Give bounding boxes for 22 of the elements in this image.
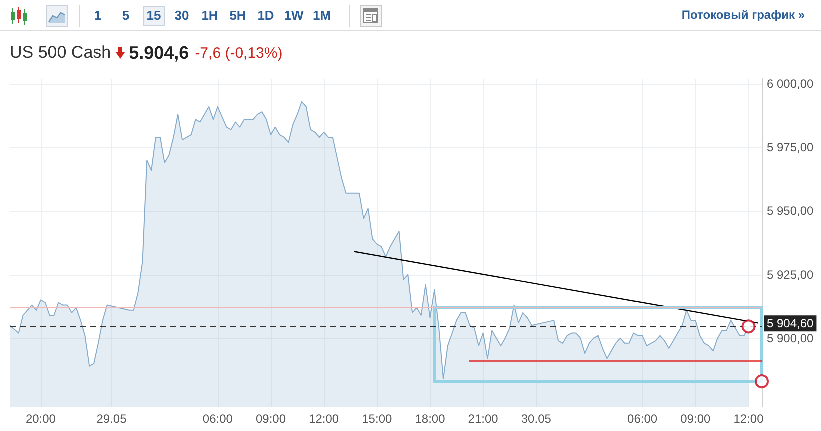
chart-subtitle: 5.904,6 <box>129 42 190 64</box>
y-tick-label: 5 975,00 <box>767 140 814 155</box>
x-tick-label: 20:00 <box>26 412 56 426</box>
x-tick-label: 29.05 <box>96 412 128 426</box>
x-tick-label: 06:00 <box>628 412 658 426</box>
ref-line-label: 5 904,60 <box>767 316 814 331</box>
x-tick-label: 09:00 <box>680 412 711 426</box>
y-tick-label: 6 000,00 <box>767 77 814 92</box>
x-tick-label: 21:00 <box>468 412 499 426</box>
x-tick-label: 12:00 <box>734 412 764 426</box>
y-tick-label: 5 900,00 <box>767 331 814 346</box>
text: Потоковый график » <box>682 8 805 22</box>
x-tick-label: 18:00 <box>415 412 446 426</box>
x-tick-label: 15:00 <box>362 412 392 426</box>
x-tick-label: 30.05 <box>521 412 552 426</box>
y-tick-label: 5 925,00 <box>767 268 814 282</box>
x-tick-label: 06:00 <box>202 412 234 426</box>
chart-title: US 500 Cash <box>10 43 112 63</box>
text: -7,6 (-0,13%) <box>195 44 283 62</box>
x-tick-label: 12:00 <box>309 412 340 426</box>
y-tick-label: 5 950,00 <box>767 204 814 218</box>
x-tick-label: 09:00 <box>256 412 286 426</box>
